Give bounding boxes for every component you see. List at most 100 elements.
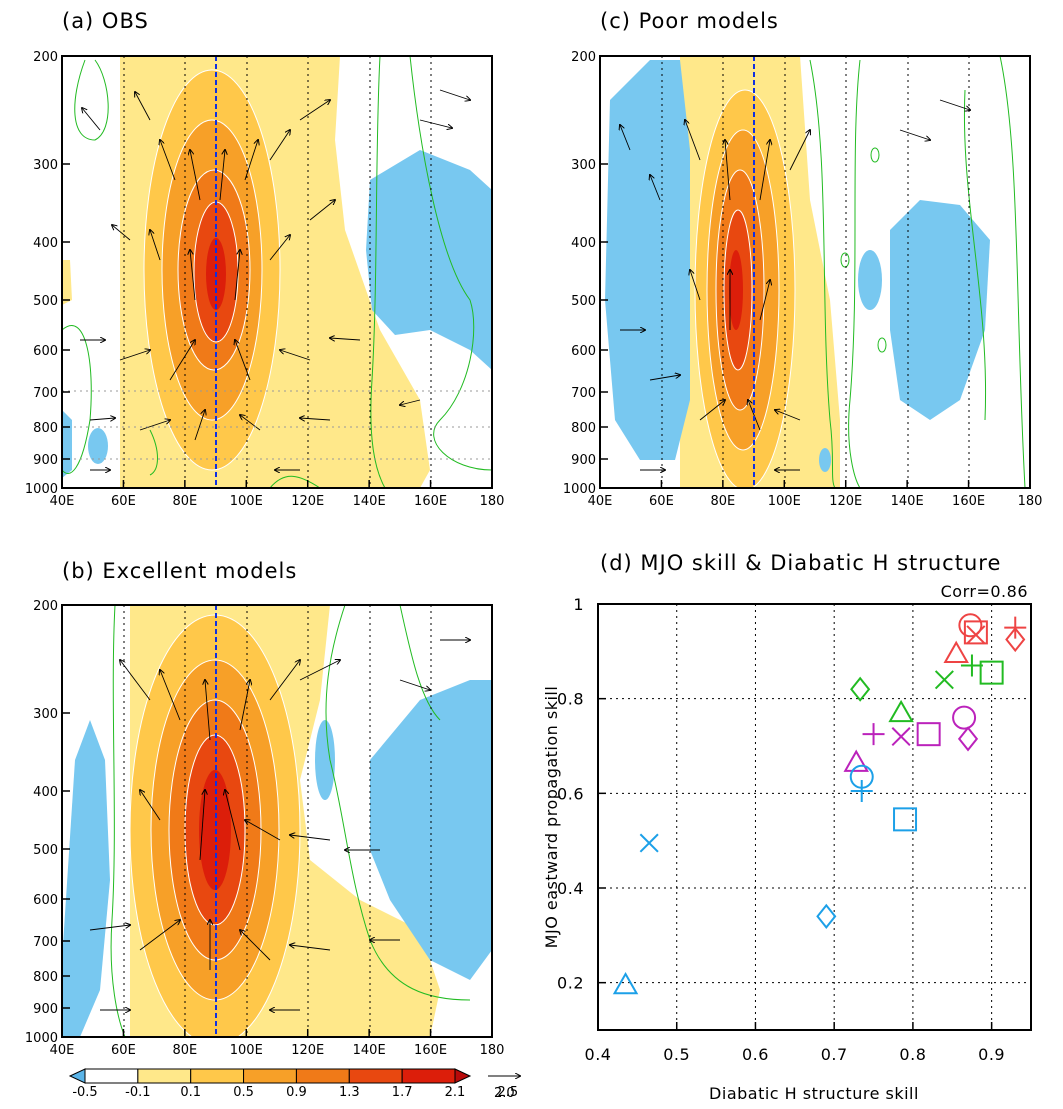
panel-a-title: (a) OBS	[62, 9, 149, 33]
panel-b-section: 40E 60E 80E 100E 120E 140E 160E 180 200 300 400 500…	[25, 599, 505, 1058]
x-tick-label: 40E	[588, 494, 613, 509]
scatter-point-triangle	[888, 699, 914, 723]
x-tick-label: 100E	[230, 494, 263, 509]
panel-b-wind-vectors	[89, 640, 470, 1010]
panel-d-scatter: (d) MJO skill & Diabatic H structure Cor…	[542, 551, 1032, 1103]
y-tick-label: 700	[33, 386, 58, 401]
x-tick-label: 60E	[111, 1043, 136, 1058]
scatter-point-square	[979, 660, 1004, 685]
scatter-grid	[597, 603, 1031, 1030]
x-tick-label: 160E	[414, 494, 447, 509]
y-tick-label: 600	[33, 344, 58, 359]
scatter-point-square	[963, 620, 988, 645]
x-tick-label: 180	[1018, 494, 1043, 509]
y-tick-label: 500	[571, 294, 596, 309]
panel-c-white-contours	[694, 89, 796, 488]
y-tick-label: 600	[571, 344, 596, 359]
panel-c-green-contours	[809, 56, 1026, 488]
x-tick-label: 180	[480, 494, 505, 509]
x-axis-label: Diabatic H structure skill	[709, 1084, 919, 1103]
scatter-point-cross	[966, 625, 986, 645]
scatter-points	[612, 613, 1027, 995]
y-tick-label: 0.8	[557, 690, 584, 709]
reference-vector-label: 2.0	[494, 1086, 515, 1101]
panel-c-grid	[661, 56, 970, 488]
scatter-point-triangle	[612, 972, 639, 995]
colorbar-label: -0.5	[72, 1085, 97, 1100]
colorbar-label: 0.9	[286, 1085, 307, 1100]
y-tick-label: 200	[33, 50, 58, 65]
correlation-annotation: Corr=0.86	[941, 582, 1028, 601]
y-tick-label: 700	[571, 386, 596, 401]
colorbar-segment	[401, 1068, 456, 1084]
x-tick-label: 120E	[291, 494, 324, 509]
y-tick-label: 400	[33, 785, 58, 800]
y-tick-label: 1000	[563, 482, 596, 497]
x-tick-label: 120E	[829, 494, 862, 509]
x-tick-label: 0.8	[899, 1045, 926, 1064]
scatter-frame	[597, 603, 1032, 1031]
y-tick-label: 400	[571, 236, 596, 251]
panel-c-section: 40E 60E 80E 100E 120E 140E 160E 180 200 300 400 500…	[563, 50, 1043, 509]
x-tick-label: 40E	[50, 494, 75, 509]
x-tick-label: 80E	[172, 494, 197, 509]
panel-a-wind-vectors	[80, 89, 470, 470]
y-tick-label: 0.6	[557, 784, 584, 803]
y-tick-label: 500	[33, 294, 58, 309]
scatter-point-square	[916, 722, 941, 747]
panel-a-white-contours	[143, 69, 281, 471]
x-tick-label: 100E	[230, 1043, 263, 1058]
panel-a-frame	[61, 55, 493, 489]
y-tick-label: 300	[33, 158, 58, 173]
x-tick-label: 80E	[710, 494, 735, 509]
y-tick-label: 800	[571, 421, 596, 436]
colorbar-segment	[137, 1068, 192, 1084]
x-tick-label: 80E	[172, 1043, 197, 1058]
colorbar-segment	[348, 1068, 403, 1084]
y-tick-label: 1000	[25, 482, 58, 497]
x-tick-label: 0.6	[742, 1045, 769, 1064]
x-tick-label: 140E	[891, 494, 924, 509]
colorbar-right-triangle	[454, 1068, 472, 1084]
x-tick-label: 0.4	[585, 1045, 612, 1064]
colorbar-label: -0.1	[125, 1085, 150, 1100]
x-tick-label: 160E	[952, 494, 985, 509]
y-tick-label: 300	[571, 158, 596, 173]
reference-vector: 2.0	[488, 1076, 520, 1101]
colorbar-label: 1.3	[339, 1085, 360, 1100]
y-tick-label: 800	[33, 970, 58, 985]
x-tick-label: 60E	[649, 494, 674, 509]
x-tick-label: 180	[480, 1043, 505, 1058]
panel-b-ticks: 40E 60E 80E 100E 120E 140E 160E 180 200 300 400 500…	[25, 599, 505, 1058]
colorbar-segment	[190, 1068, 245, 1084]
panel-a-ticks: 40E 60E 80E 100E 120E 140E 160E 180 200 300 400 500…	[25, 50, 505, 509]
y-tick-label: 200	[571, 50, 596, 65]
colorbar-label: 1.7	[392, 1085, 413, 1100]
y-tick-label: 0.2	[557, 974, 584, 993]
panel-b-frame	[61, 604, 493, 1038]
panel-a-section: 40E 60E 80E 100E 120E 140E 160E 180 200 300 400 500…	[25, 50, 505, 509]
scatter-point-cross	[891, 727, 911, 747]
x-tick-label: 0.7	[821, 1045, 848, 1064]
x-tick-label: 40E	[50, 1043, 75, 1058]
panel-c-frame	[599, 55, 1031, 489]
y-tick-label: 1	[573, 595, 584, 614]
scatter-point-cross	[934, 670, 954, 690]
scatter-point-plus	[862, 723, 885, 746]
colorbar-segment	[84, 1068, 139, 1084]
colorbar-label: 2.5	[498, 1085, 519, 1100]
y-tick-label: 200	[33, 599, 58, 614]
scatter-point-triangle	[943, 640, 969, 663]
panel-c-title: (c) Poor models	[600, 9, 779, 33]
panel-c-shading	[605, 56, 990, 488]
x-tick-label: 0.9	[978, 1045, 1005, 1064]
panel-a-green-contours	[62, 56, 492, 488]
colorbar: -0.5 -0.1 0.1 0.5 0.9 1.3 1.7 2.1 2.5	[68, 1068, 519, 1100]
colorbar-segment	[295, 1068, 350, 1084]
chart-title: (d) MJO skill & Diabatic H structure	[600, 551, 1001, 575]
y-tick-label: 600	[33, 893, 58, 908]
scatter-point-cross	[639, 833, 659, 853]
y-tick-label: 900	[571, 453, 596, 468]
y-tick-label: 900	[33, 1002, 58, 1017]
